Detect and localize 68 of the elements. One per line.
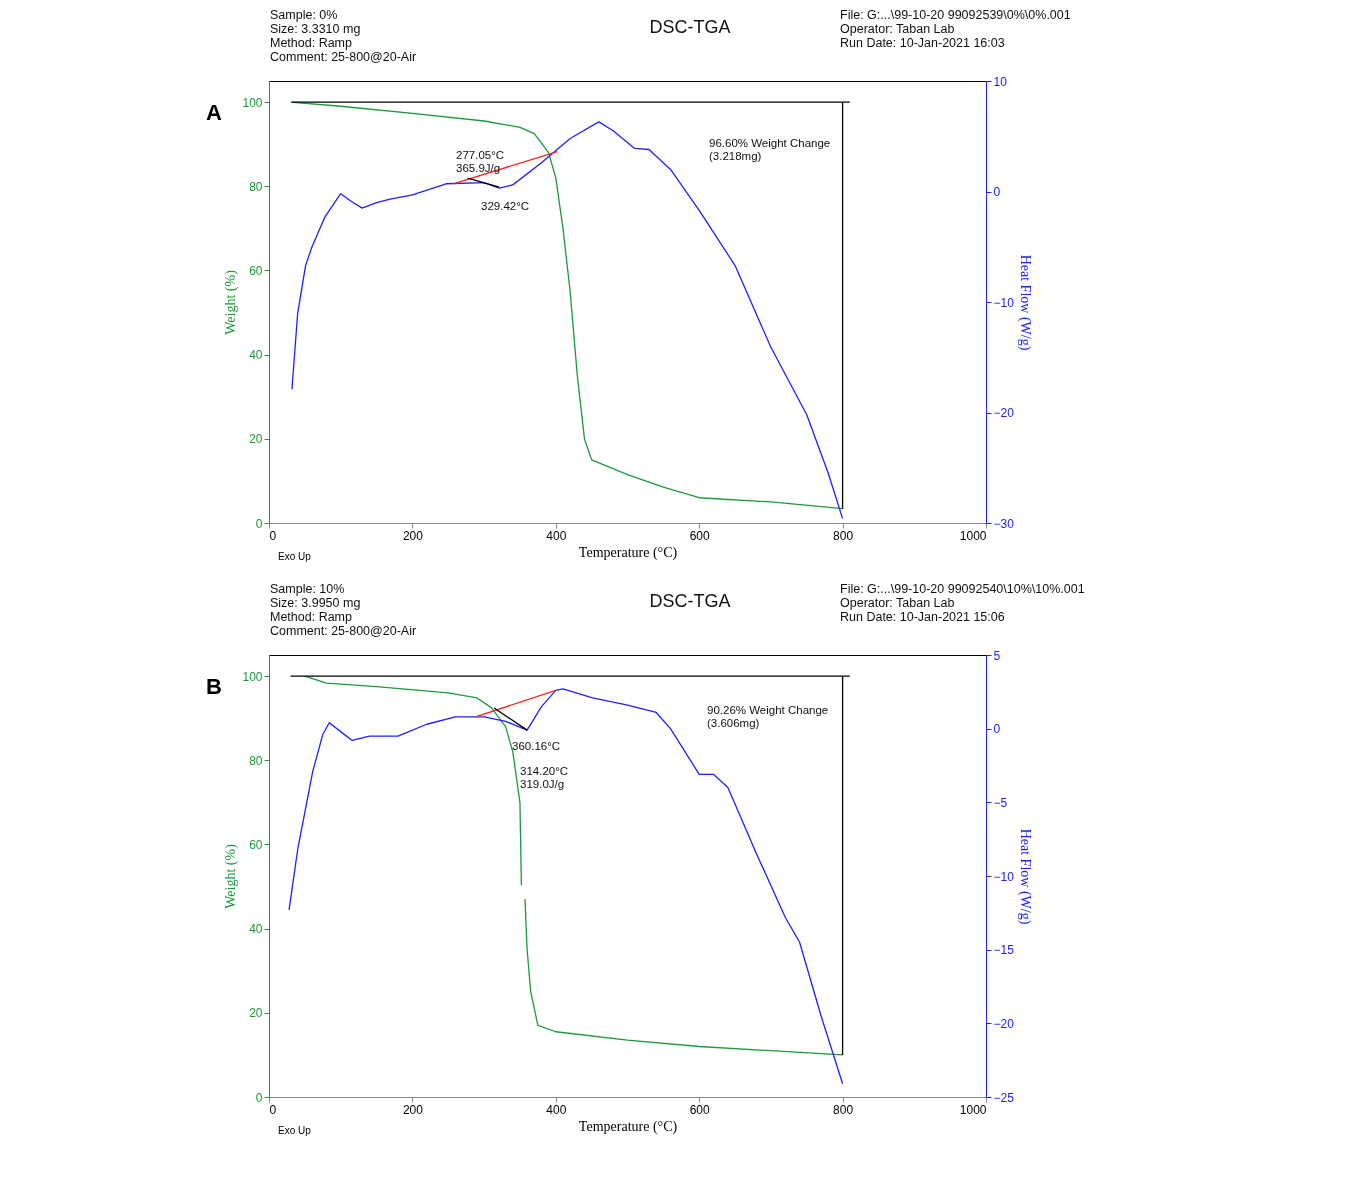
text: A — [206, 100, 222, 126]
text: Exo Up — [278, 1125, 311, 1136]
text: Run Date: 10-Jan-2021 15:06 — [840, 610, 1006, 624]
annotation: 90.26% Weight Change (3.606mg) — [707, 704, 829, 730]
text: Comment: 25-800@20-Air — [270, 624, 418, 638]
annotation: 96.60% Weight Change (3.218mg) — [709, 137, 831, 163]
y-tick-label: 80 — [249, 753, 263, 768]
x-tick-label: 400 — [546, 1102, 567, 1117]
text: Exo Up — [278, 551, 311, 562]
x-tick-label: 1000 — [959, 1102, 987, 1117]
text: Method: Ramp — [270, 610, 353, 624]
y2-tick-label: −10 — [993, 295, 1015, 310]
y2-axis-title: Heat Flow (W/g) — [1016, 254, 1033, 351]
y-axis-title: Weight (%) — [223, 843, 240, 909]
x-tick-label: 400 — [546, 528, 567, 543]
y2-tick-label: −15 — [993, 943, 1015, 958]
y-tick-label: 100 — [242, 95, 263, 110]
y2-axis-title: Heat Flow (W/g) — [1016, 828, 1033, 925]
text: Operator: Taban Lab — [840, 22, 956, 36]
text: B — [206, 674, 222, 700]
text: Run Date: 10-Jan-2021 16:03 — [840, 36, 1006, 50]
text: Comment: 25-800@20-Air — [270, 50, 418, 64]
x-tick-label: 600 — [689, 1102, 711, 1117]
x-tick-label: 1000 — [959, 528, 987, 543]
y-tick-label: 100 — [242, 669, 263, 684]
y-tick-label: 40 — [249, 348, 263, 363]
x-tick-label: 800 — [833, 1102, 854, 1117]
annotation: 277.05°C 365.9J/g — [456, 149, 505, 175]
y2-tick-label: −30 — [993, 516, 1015, 531]
text: Size: 3.3310 mg — [270, 22, 362, 36]
x-tick-label: 200 — [402, 1102, 424, 1117]
y2-tick-label: −25 — [993, 1090, 1015, 1105]
x-tick-label: 800 — [833, 528, 854, 543]
y2-tick-label: −10 — [993, 869, 1015, 884]
x-tick-label: 200 — [402, 528, 424, 543]
text: Operator: Taban Lab — [840, 596, 956, 610]
y2-tick-label: 10 — [993, 74, 1008, 89]
y-tick-label: 0 — [255, 1090, 263, 1105]
x-tick-label: 0 — [269, 1102, 277, 1117]
x-tick-label: 600 — [689, 528, 711, 543]
y-tick-label: 60 — [249, 837, 263, 852]
text: Method: Ramp — [270, 36, 353, 50]
annotation: 314.20°C 319.0J/g — [520, 765, 569, 791]
y2-tick-label: 0 — [993, 185, 1001, 199]
text: File: G:...\99-10-20 99092540\10%\10%.001 — [840, 582, 1085, 596]
chart-title: DSC-TGA — [648, 16, 732, 39]
annotation: 329.42°C — [481, 200, 530, 213]
text: File: G:...\99-10-20 99092539\0%\0%.001 — [840, 8, 1071, 22]
y2-tick-label: 5 — [993, 648, 1001, 663]
y2-tick-label: −5 — [993, 795, 1008, 810]
y-axis-title: Weight (%) — [223, 269, 240, 335]
y2-tick-label: −20 — [993, 406, 1015, 420]
text: Sample: 0% — [270, 8, 339, 22]
text: Sample: 10% — [270, 582, 346, 596]
y2-tick-label: −20 — [993, 1016, 1015, 1031]
x-axis-title: Temperature (°C) — [578, 1118, 678, 1135]
x-axis-title: Temperature (°C) — [578, 544, 678, 561]
y-tick-label: 20 — [249, 432, 263, 447]
y-tick-label: 0 — [255, 516, 263, 531]
x-tick-label: 0 — [269, 528, 277, 543]
chart-title: DSC-TGA — [648, 590, 732, 613]
annotation: 360.16°C — [512, 740, 561, 753]
text: Size: 3.9950 mg — [270, 596, 362, 610]
y2-tick-label: 0 — [993, 722, 1001, 737]
y-tick-label: 60 — [249, 263, 263, 278]
y-tick-label: 40 — [249, 922, 263, 937]
y-tick-label: 20 — [249, 1006, 263, 1021]
y-tick-label: 80 — [249, 179, 263, 194]
